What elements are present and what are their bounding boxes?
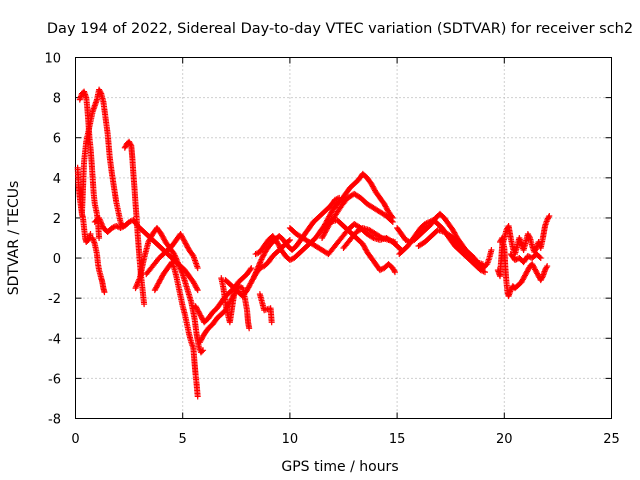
- data-point-arc-20: [377, 234, 384, 241]
- y-tick-label: 8: [53, 92, 61, 107]
- data-point-arc-10: [248, 265, 255, 272]
- data-point-arc-11: [246, 325, 253, 332]
- data-point-arc-22: [482, 269, 489, 276]
- chart-title: Day 194 of 2022, Sidereal Day-to-day VTE…: [47, 21, 633, 37]
- y-tick-label: 2: [53, 212, 61, 227]
- data-point-arc-25: [526, 233, 533, 240]
- data-point-arc-19: [391, 269, 398, 276]
- y-tick-labels: -8 -6 -4 -2 0 2 4 6 8 10: [44, 52, 61, 428]
- data-point-arc-17: [369, 234, 376, 241]
- data-point-arc-4: [101, 289, 108, 296]
- data-point-arc-6: [127, 141, 134, 148]
- data-points: [74, 86, 553, 400]
- y-tick-label: 6: [53, 132, 61, 147]
- data-point-arc-6: [141, 301, 148, 308]
- x-tick-label: 20: [496, 432, 513, 447]
- x-tick-label: 25: [603, 432, 620, 447]
- y-tick-label: -4: [48, 332, 61, 347]
- data-point-arc-9: [194, 393, 201, 400]
- data-point-arc-16: [268, 319, 275, 326]
- data-point-arc-2: [96, 235, 103, 241]
- x-tick-label: 0: [71, 432, 79, 447]
- data-point-arc-1: [87, 230, 94, 237]
- data-point-arc-21: [488, 247, 495, 254]
- grid: [75, 57, 612, 419]
- y-tick-label: -8: [48, 413, 61, 428]
- data-point-arc-24: [539, 274, 546, 281]
- data-point-arc-3: [97, 89, 104, 96]
- y-tick-label: -6: [48, 372, 61, 387]
- data-point-arc-8: [189, 251, 196, 258]
- data-point-arc-24: [544, 263, 551, 270]
- x-tick-label: 5: [179, 432, 187, 447]
- data-point-arc-7: [200, 347, 207, 354]
- x-tick-label: 10: [282, 432, 299, 447]
- data-point-arc-26: [537, 255, 544, 262]
- x-axis-label: GPS time / hours: [281, 459, 398, 475]
- data-point-arc-5: [193, 285, 200, 292]
- y-axis-label: SDTVAR / TECUs: [6, 181, 22, 296]
- data-point-arc-19: [391, 267, 398, 274]
- data-point-arc-23: [479, 261, 486, 268]
- data-point-arc-25: [545, 214, 552, 221]
- data-point-arc-25: [532, 246, 539, 253]
- x-tick-label: 15: [389, 432, 406, 447]
- y-tick-label: -2: [48, 292, 61, 307]
- data-point-arc-13: [286, 237, 293, 244]
- data-point-arc-20: [391, 239, 398, 246]
- data-point-arc-24: [543, 264, 550, 271]
- x-tick-labels: 0 5 10 15 20 25: [71, 432, 619, 447]
- data-point-arc-12: [231, 291, 238, 298]
- data-point-arc-25: [546, 212, 553, 219]
- data-point-arc-18: [388, 217, 395, 224]
- data-point-arc-18: [389, 218, 396, 225]
- y-tick-label: 10: [44, 52, 61, 67]
- plot-frame: [75, 57, 612, 419]
- data-point-arc-10: [247, 266, 254, 273]
- y-tick-label: 0: [53, 252, 61, 267]
- data-point-arc-26: [536, 254, 543, 261]
- data-point-arc-8: [194, 265, 201, 272]
- data-point-arc-7: [198, 348, 205, 355]
- y-tick-label: 4: [53, 172, 61, 187]
- data-point-arc-5: [194, 287, 201, 294]
